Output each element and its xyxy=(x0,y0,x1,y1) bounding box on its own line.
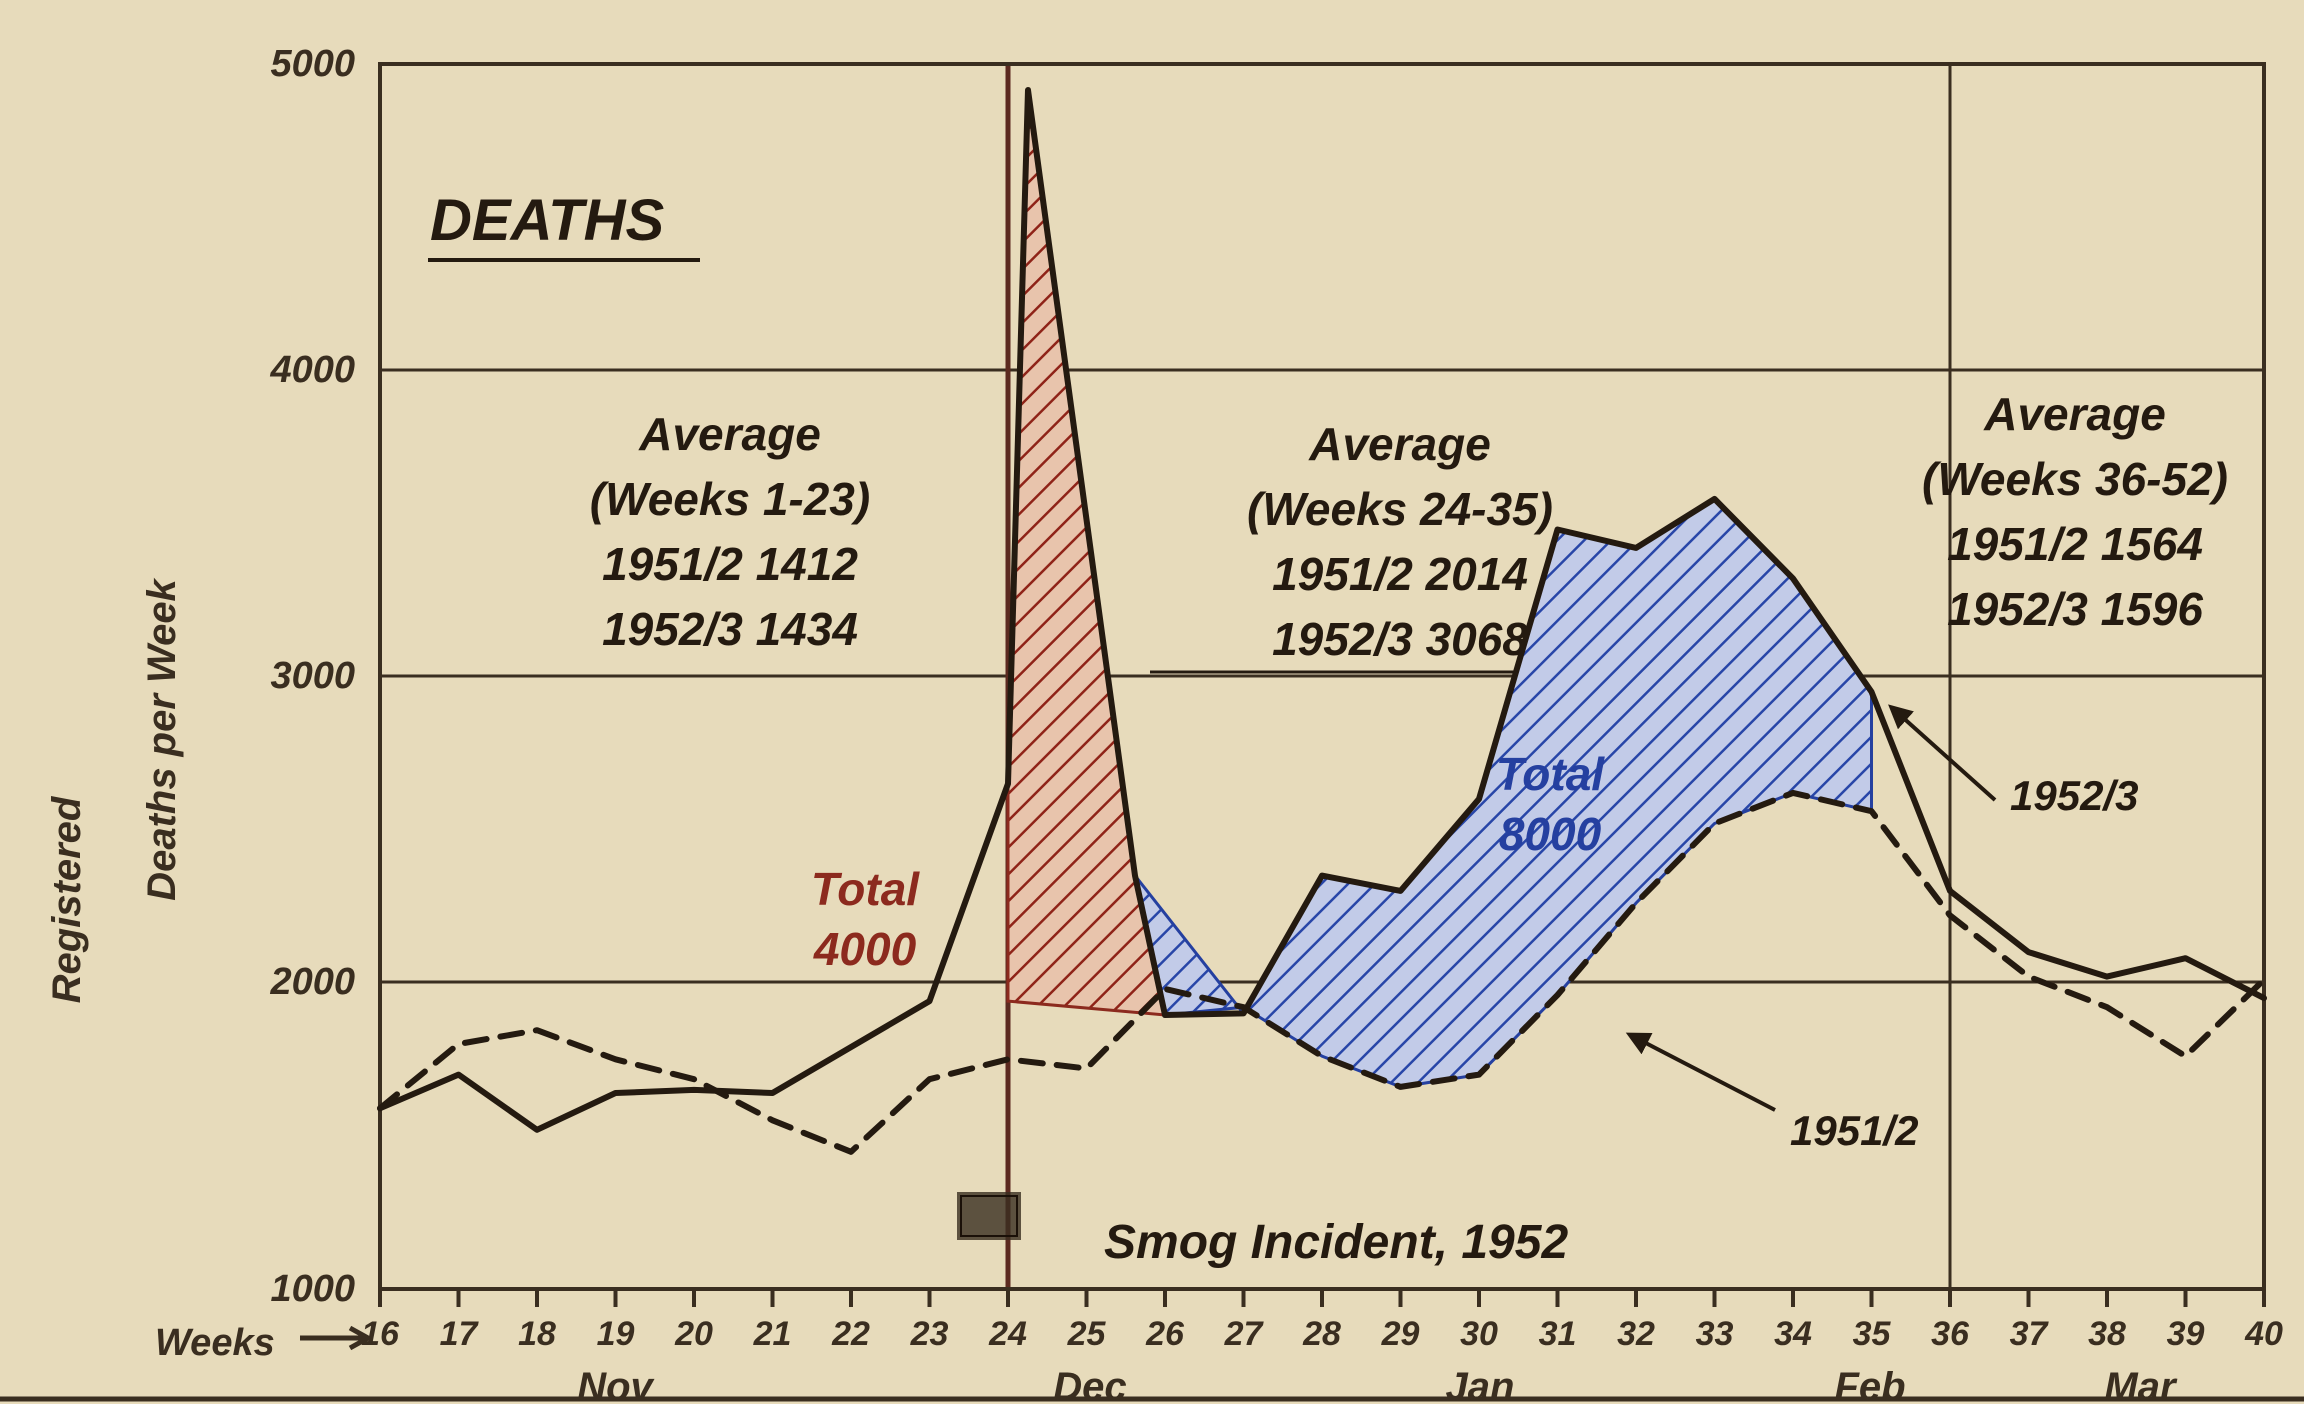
svg-text:1951/2: 1951/2 xyxy=(1790,1107,1918,1154)
svg-text:Jan: Jan xyxy=(1446,1365,1515,1404)
svg-text:38: 38 xyxy=(2088,1315,2126,1353)
svg-text:1951/2 1412: 1951/2 1412 xyxy=(602,538,858,590)
svg-text:Feb: Feb xyxy=(1834,1365,1905,1404)
svg-text:1951/2 2014: 1951/2 2014 xyxy=(1272,548,1528,600)
svg-text:3000: 3000 xyxy=(270,655,355,697)
svg-text:1000: 1000 xyxy=(270,1268,355,1310)
svg-text:30: 30 xyxy=(1460,1315,1498,1353)
svg-text:23: 23 xyxy=(910,1315,949,1353)
svg-text:1952/3 1596: 1952/3 1596 xyxy=(1947,583,2203,635)
svg-text:(Weeks 1-23): (Weeks 1-23) xyxy=(590,473,870,525)
svg-text:22: 22 xyxy=(831,1315,870,1353)
svg-text:Average: Average xyxy=(638,408,821,460)
svg-text:20: 20 xyxy=(674,1315,713,1353)
svg-text:1952/3 3068: 1952/3 3068 xyxy=(1272,613,1528,665)
svg-text:1951/2 1564: 1951/2 1564 xyxy=(1947,518,2203,570)
svg-text:37: 37 xyxy=(2010,1315,2050,1353)
svg-text:16: 16 xyxy=(361,1315,400,1353)
svg-text:39: 39 xyxy=(2167,1315,2205,1353)
svg-text:26: 26 xyxy=(1145,1315,1185,1353)
svg-text:27: 27 xyxy=(1224,1315,1265,1353)
svg-text:Deaths per Week: Deaths per Week xyxy=(140,577,184,900)
svg-text:(Weeks 24-35): (Weeks 24-35) xyxy=(1247,483,1553,535)
svg-text:35: 35 xyxy=(1853,1315,1892,1353)
svg-text:Total: Total xyxy=(811,863,920,915)
svg-text:40: 40 xyxy=(2244,1315,2283,1353)
svg-text:Average: Average xyxy=(1308,418,1491,470)
svg-text:Weeks: Weeks xyxy=(155,1322,275,1364)
svg-text:4000: 4000 xyxy=(813,923,917,975)
svg-text:Registered: Registered xyxy=(45,795,89,1003)
svg-text:4000: 4000 xyxy=(269,349,355,391)
svg-text:33: 33 xyxy=(1696,1315,1734,1353)
svg-text:21: 21 xyxy=(753,1315,792,1353)
svg-text:29: 29 xyxy=(1381,1315,1420,1353)
svg-text:1952/3: 1952/3 xyxy=(2010,772,2138,819)
svg-text:18: 18 xyxy=(518,1315,556,1353)
svg-text:Dec: Dec xyxy=(1053,1365,1126,1404)
svg-text:32: 32 xyxy=(1617,1315,1655,1353)
svg-text:Smog Incident, 1952: Smog Incident, 1952 xyxy=(1104,1216,1568,1269)
svg-text:19: 19 xyxy=(597,1315,635,1353)
svg-text:DEATHS: DEATHS xyxy=(430,188,664,253)
svg-text:Average: Average xyxy=(1983,388,2166,440)
svg-text:31: 31 xyxy=(1539,1315,1577,1353)
svg-text:8000: 8000 xyxy=(1499,808,1602,860)
svg-text:5000: 5000 xyxy=(270,43,355,85)
svg-text:17: 17 xyxy=(440,1315,480,1353)
svg-text:Total: Total xyxy=(1496,748,1605,800)
svg-text:(Weeks 36-52): (Weeks 36-52) xyxy=(1922,453,2228,505)
svg-text:Nov: Nov xyxy=(577,1365,655,1404)
svg-text:Mar: Mar xyxy=(2104,1365,2178,1404)
svg-text:36: 36 xyxy=(1931,1315,1970,1353)
svg-text:25: 25 xyxy=(1067,1315,1107,1353)
svg-text:2000: 2000 xyxy=(269,961,355,1003)
svg-text:28: 28 xyxy=(1302,1315,1341,1353)
svg-text:1952/3 1434: 1952/3 1434 xyxy=(602,603,858,655)
svg-text:24: 24 xyxy=(988,1315,1027,1353)
svg-text:34: 34 xyxy=(1774,1315,1812,1353)
